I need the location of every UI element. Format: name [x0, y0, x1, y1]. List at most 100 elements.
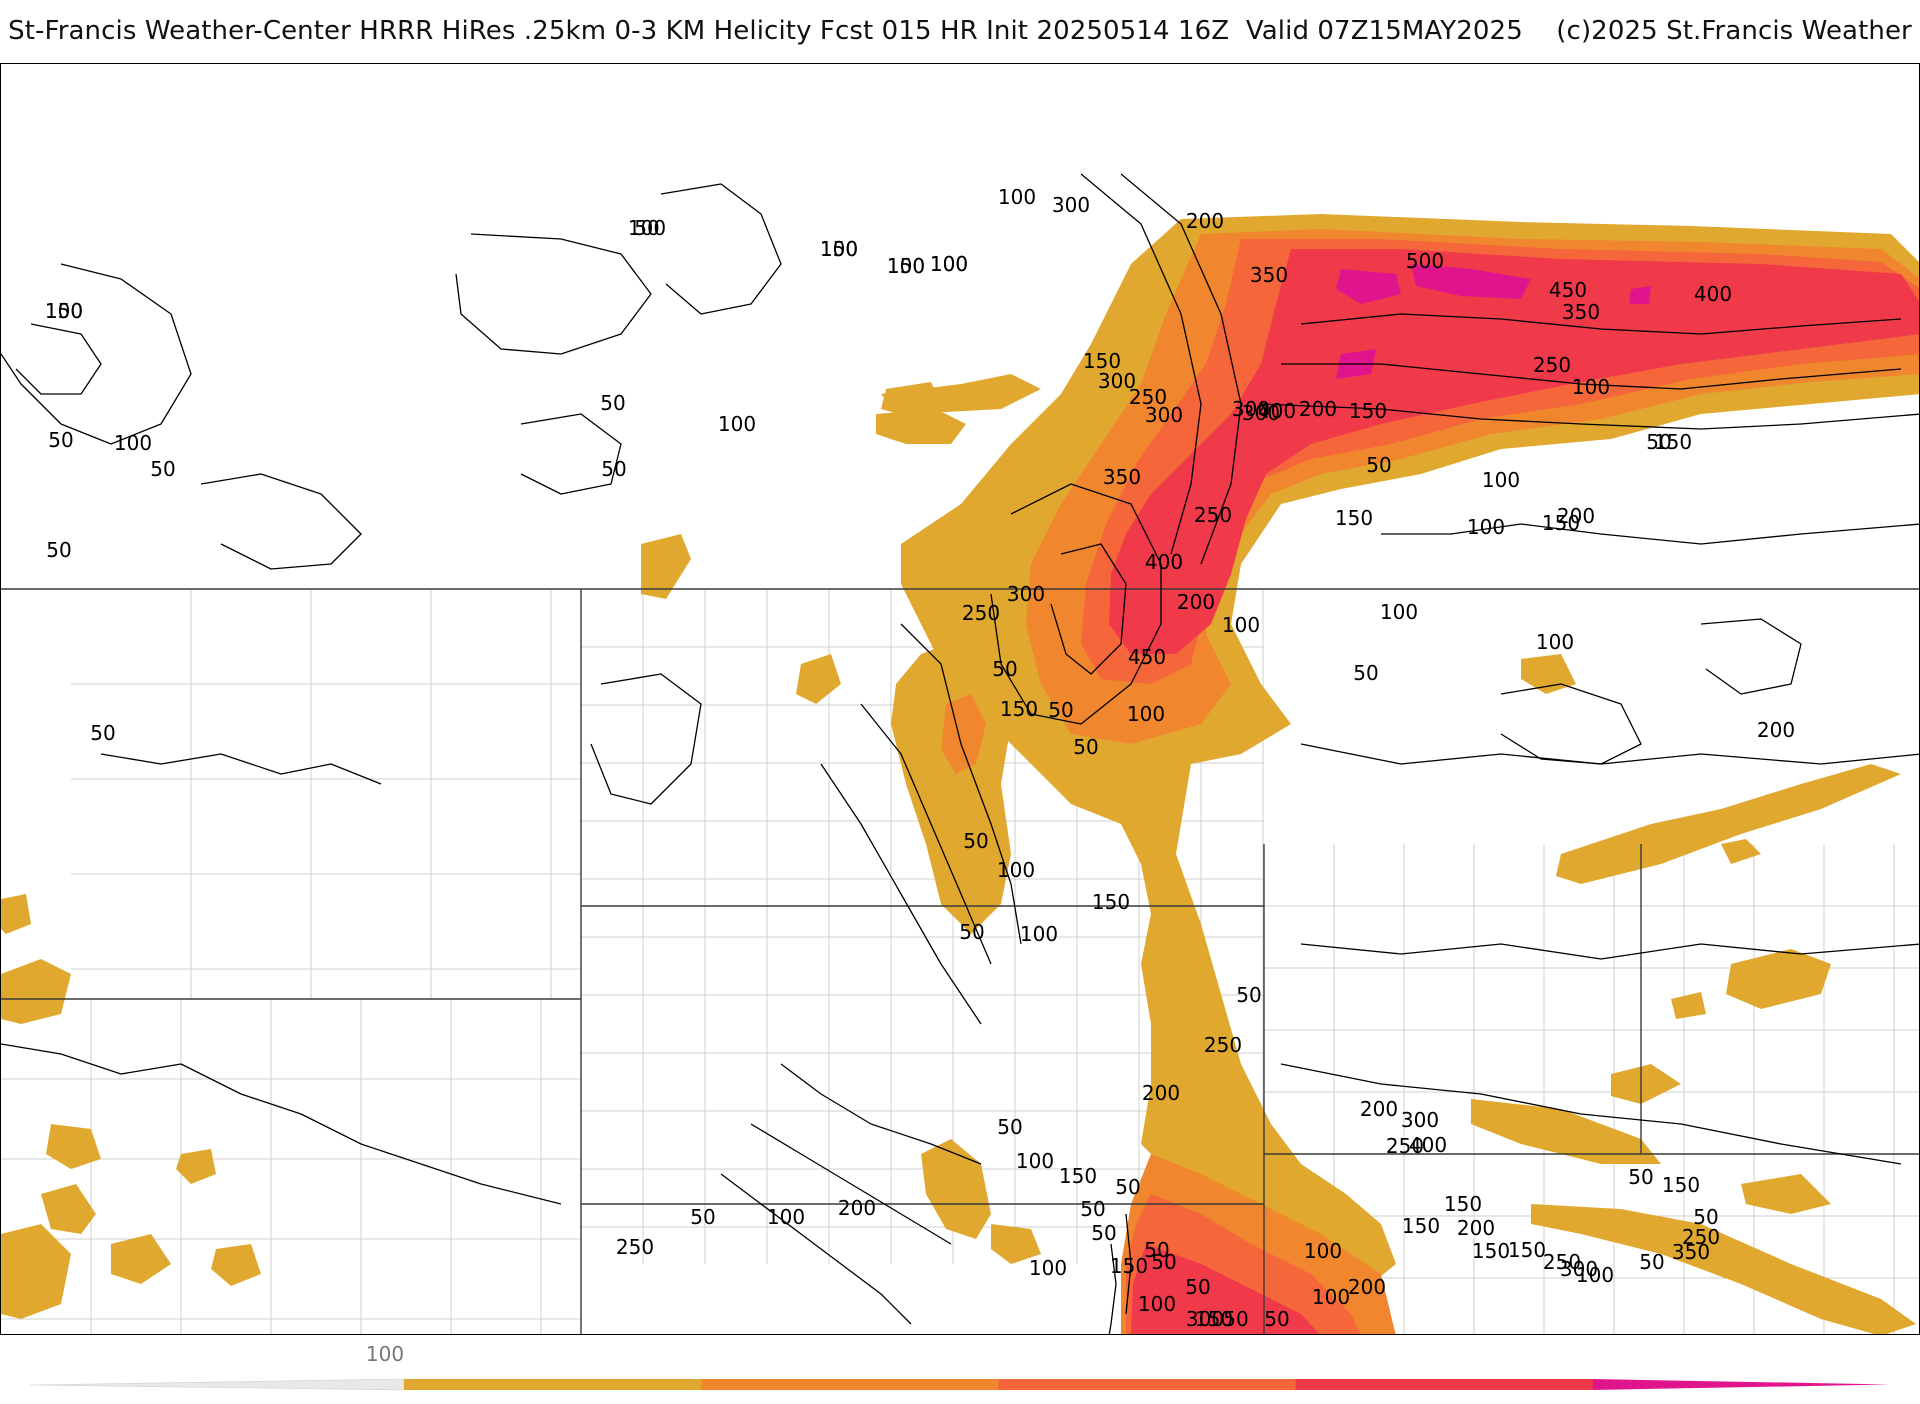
contour-label: 250: [616, 1235, 654, 1259]
contour-label: 150: [1472, 1239, 1510, 1263]
helicity-fill-band_100_200: [991, 1224, 1041, 1264]
legend-tick-label: 100: [366, 1342, 404, 1366]
contour-label: 50: [150, 457, 175, 481]
contour-label: 200: [1299, 397, 1337, 421]
contour-label: 300: [1401, 1108, 1439, 1132]
contour-label: 50: [1264, 1307, 1289, 1331]
contour-line: [1108, 1243, 1117, 1334]
contour-label: 450: [1549, 278, 1587, 302]
legend-segments: [29, 1378, 1890, 1391]
helicity-fill-band_100_200: [876, 409, 966, 444]
contour-line: [1300, 743, 1919, 765]
contour-label: 150: [1444, 1192, 1482, 1216]
contour-label: 50: [600, 391, 625, 415]
contour-label: 100: [1222, 613, 1260, 637]
contour-label: 100: [1572, 375, 1610, 399]
contour-label: 150: [1335, 506, 1373, 530]
contour-label: 50: [1048, 698, 1073, 722]
contour-label: 300: [1560, 1257, 1598, 1281]
legend-left-taper: [29, 1378, 405, 1391]
helicity-fill-band_100_200: [211, 1244, 261, 1286]
contour-line: [1120, 173, 1242, 565]
contour-label: 150: [1092, 890, 1130, 914]
contour-label: 50: [601, 457, 626, 481]
contour-label: 400: [1409, 1133, 1447, 1157]
contour-label: 100: [997, 858, 1035, 882]
contour-label: 50: [1080, 1197, 1105, 1221]
helicity-fill-band_400_500: [1109, 249, 1919, 654]
contour-label: 150: [45, 299, 83, 323]
helicity-fill-band_100_200: [1531, 1204, 1916, 1334]
contour-label: 250: [962, 601, 1000, 625]
helicity-fill-band_100_200: [1, 1224, 71, 1319]
contour-label: 300: [1007, 582, 1045, 606]
contour-label: 50: [634, 216, 659, 240]
contour-label: 100: [718, 412, 756, 436]
contour-label: 200: [1557, 504, 1595, 528]
contour-label: 50: [1115, 1175, 1140, 1199]
contour-line: [820, 763, 982, 1025]
contour-label: 350: [1672, 1240, 1710, 1264]
contour-label: 100: [114, 431, 152, 455]
helicity-fill-band_100_200: [1721, 839, 1761, 864]
contour-label: 450: [1128, 645, 1166, 669]
contour-line: [100, 753, 382, 785]
contour-line: [590, 673, 702, 805]
helicity-fill-band_100_200: [921, 1139, 991, 1239]
contour-label: 50: [1236, 983, 1261, 1007]
contour-label: 150: [1110, 1254, 1148, 1278]
contour-label: 50: [1639, 1250, 1664, 1274]
helicity-fill-band_500_plus: [1629, 286, 1651, 304]
contour-label: 100: [1029, 1256, 1067, 1280]
helicity-fill-band_100_200: [891, 639, 1011, 934]
contour-label: 100: [1536, 630, 1574, 654]
contour-label: 500: [1406, 249, 1444, 273]
contour-label: 150: [887, 254, 925, 278]
contour-label: 100: [1020, 922, 1058, 946]
map-panel[interactable]: 50 100 150 100 100 50 50 100 50 50 50 100 50 100 300 20…: [0, 63, 1920, 1335]
contour-label: 350: [1250, 263, 1288, 287]
helicity-fill-band_100_200: [41, 1184, 96, 1234]
contour-label: 300: [1145, 403, 1183, 427]
contour-label: 200: [1457, 1216, 1495, 1240]
contour-line: [720, 1173, 912, 1325]
contour-label: 50: [1151, 1250, 1176, 1274]
helicity-fill-band_100_200: [46, 1124, 101, 1169]
contour-label: 400: [1694, 282, 1732, 306]
contour-label: 100: [1127, 702, 1165, 726]
contour-label: 100: [1016, 1149, 1054, 1173]
contour-label: 100: [820, 237, 858, 261]
contour-line: [1280, 1063, 1902, 1165]
legend-bar: 100: [29, 1342, 1890, 1391]
contour-label: 250: [1533, 353, 1571, 377]
contour-label: 100: [1380, 600, 1418, 624]
helicity-fill-band_100_200: [176, 1149, 216, 1184]
contour-label: 150: [1542, 511, 1580, 535]
contour-label: 150: [1662, 1173, 1700, 1197]
helicity-fill-band_100_200: [1611, 1064, 1681, 1104]
contour-line: [780, 1063, 982, 1165]
contour-label: 150: [1349, 399, 1387, 423]
contour-label: 50: [1223, 1307, 1248, 1331]
contour-label: 250: [1204, 1033, 1242, 1057]
contour-label: 200: [1186, 209, 1224, 233]
contour-label: 100: [628, 216, 666, 240]
contour-label: 50: [90, 721, 115, 745]
helicity-fill-band_200_300: [941, 694, 986, 774]
helicity-fill-band_100_200: [1471, 1099, 1661, 1164]
contour-line: [1300, 313, 1902, 335]
contour-label: 50: [1693, 1205, 1718, 1229]
contour-label: 50: [46, 538, 71, 562]
helicity-fill-band_500_plus: [1411, 264, 1531, 299]
contour-line: [1050, 543, 1127, 675]
contour-line: [520, 413, 622, 495]
helicity-fill-band_100_200: [796, 654, 841, 704]
contour-line: [1700, 618, 1802, 695]
color-legend: 100: [0, 1340, 1920, 1400]
contour-label: 250: [1682, 1225, 1720, 1249]
legend-segment: [1592, 1379, 1890, 1390]
contour-label: 150: [820, 237, 858, 261]
contour-line: [1, 1043, 562, 1205]
